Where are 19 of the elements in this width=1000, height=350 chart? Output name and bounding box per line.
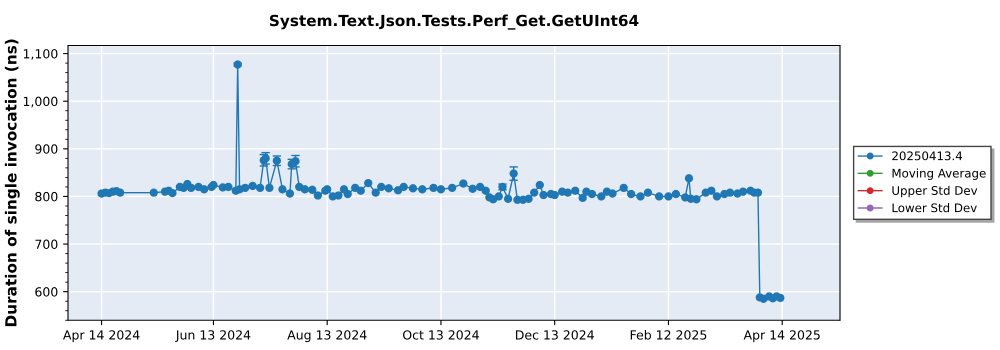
x-tick-label: Aug 13 2024 — [287, 330, 367, 342]
legend-label: Upper Std Dev — [892, 186, 978, 198]
y-tick-label: 1,000 — [24, 96, 58, 108]
y-tick-label: 1,100 — [24, 49, 58, 60]
y-axis-title: Duration of single invocation (ns) — [4, 40, 20, 326]
x-tick-label: Jun 13 2024 — [175, 330, 250, 342]
legend-label: Moving Average — [892, 168, 986, 180]
y-tick-label: 800 — [35, 192, 58, 202]
x-tick-label: Apr 14 2024 — [63, 330, 140, 342]
y-tick-label: 900 — [35, 144, 58, 154]
x-tick-label: Dec 13 2024 — [516, 330, 594, 340]
y-tick-label: 700 — [35, 240, 58, 249]
y-tick-label: 600 — [35, 287, 58, 297]
x-tick-label: Apr 14 2025 — [744, 330, 820, 342]
x-tick-label: Feb 12 2025 — [630, 330, 706, 340]
legend-label: 20250413.4 — [892, 151, 962, 160]
chart-title: System.Text.Json.Tests.Perf_Get.GetUInt64 — [270, 14, 638, 30]
x-tick-label: Oct 13 2024 — [403, 330, 479, 340]
legend-label: Lower Std Dev — [892, 203, 977, 212]
